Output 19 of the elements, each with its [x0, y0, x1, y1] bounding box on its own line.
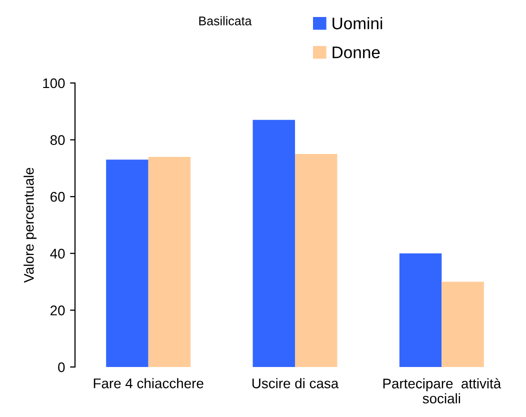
bar — [106, 160, 148, 367]
legend-label: Donne — [332, 46, 380, 58]
chart-title: Basilicata — [199, 16, 252, 26]
y-tick-label: 0 — [58, 362, 65, 372]
x-tick-label: Fare 4 chiacchere — [94, 378, 204, 388]
legend-label: Uomini — [332, 17, 382, 30]
y-tick-label: 80 — [50, 135, 65, 145]
bar — [148, 156, 191, 367]
x-tick-label: Partecipare attività sociali — [383, 378, 502, 404]
bar — [295, 154, 338, 367]
y-tick-label: 20 — [50, 306, 65, 316]
bar — [252, 120, 295, 367]
y-tick-label: 60 — [50, 192, 65, 202]
x-tick-label: Uscire di casa — [252, 378, 339, 388]
bar — [442, 282, 484, 367]
y-tick-label: 40 — [50, 248, 65, 259]
y-tick-label: 100 — [43, 78, 65, 88]
bar — [399, 253, 442, 367]
y-axis-title: Valore percentuale — [24, 168, 37, 283]
